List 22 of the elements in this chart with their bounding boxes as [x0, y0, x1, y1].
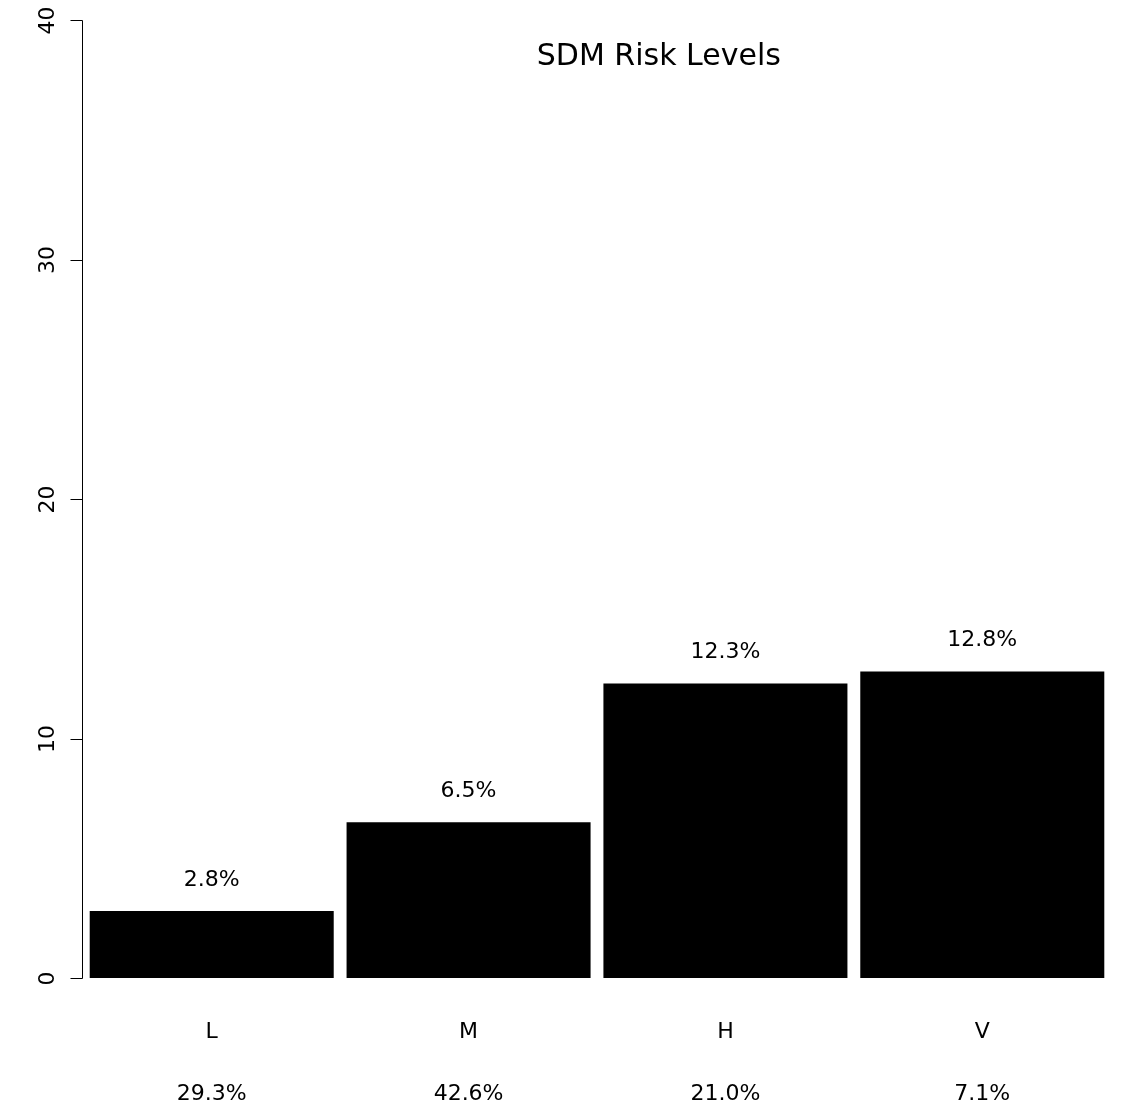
bar	[860, 671, 1105, 978]
data-label: 12.8%	[947, 626, 1018, 652]
x-tick-label: L	[205, 1017, 219, 1043]
x-tick-label: H	[717, 1017, 734, 1043]
bar	[89, 910, 334, 978]
text: 29.3%	[176, 1080, 247, 1105]
bar	[603, 683, 848, 978]
y-tick-label: 30	[33, 246, 59, 274]
text: 7.1%	[954, 1080, 1011, 1105]
y-tick-label: 0	[33, 971, 59, 986]
data-label: 2.8%	[183, 865, 240, 891]
text: SDM Risk Levels	[536, 37, 781, 72]
x-tick-label: M	[459, 1017, 479, 1043]
data-label: 12.3%	[690, 638, 761, 664]
y-tick-label: 10	[33, 725, 59, 753]
y-tick-label: 40	[33, 6, 59, 35]
data-label: 6.5%	[440, 777, 497, 803]
text: 21.0%	[690, 1080, 761, 1105]
text: 42.6%	[433, 1080, 504, 1105]
y-tick-label: 20	[33, 485, 59, 514]
x-tick-label: V	[974, 1017, 990, 1043]
bar	[346, 822, 591, 978]
